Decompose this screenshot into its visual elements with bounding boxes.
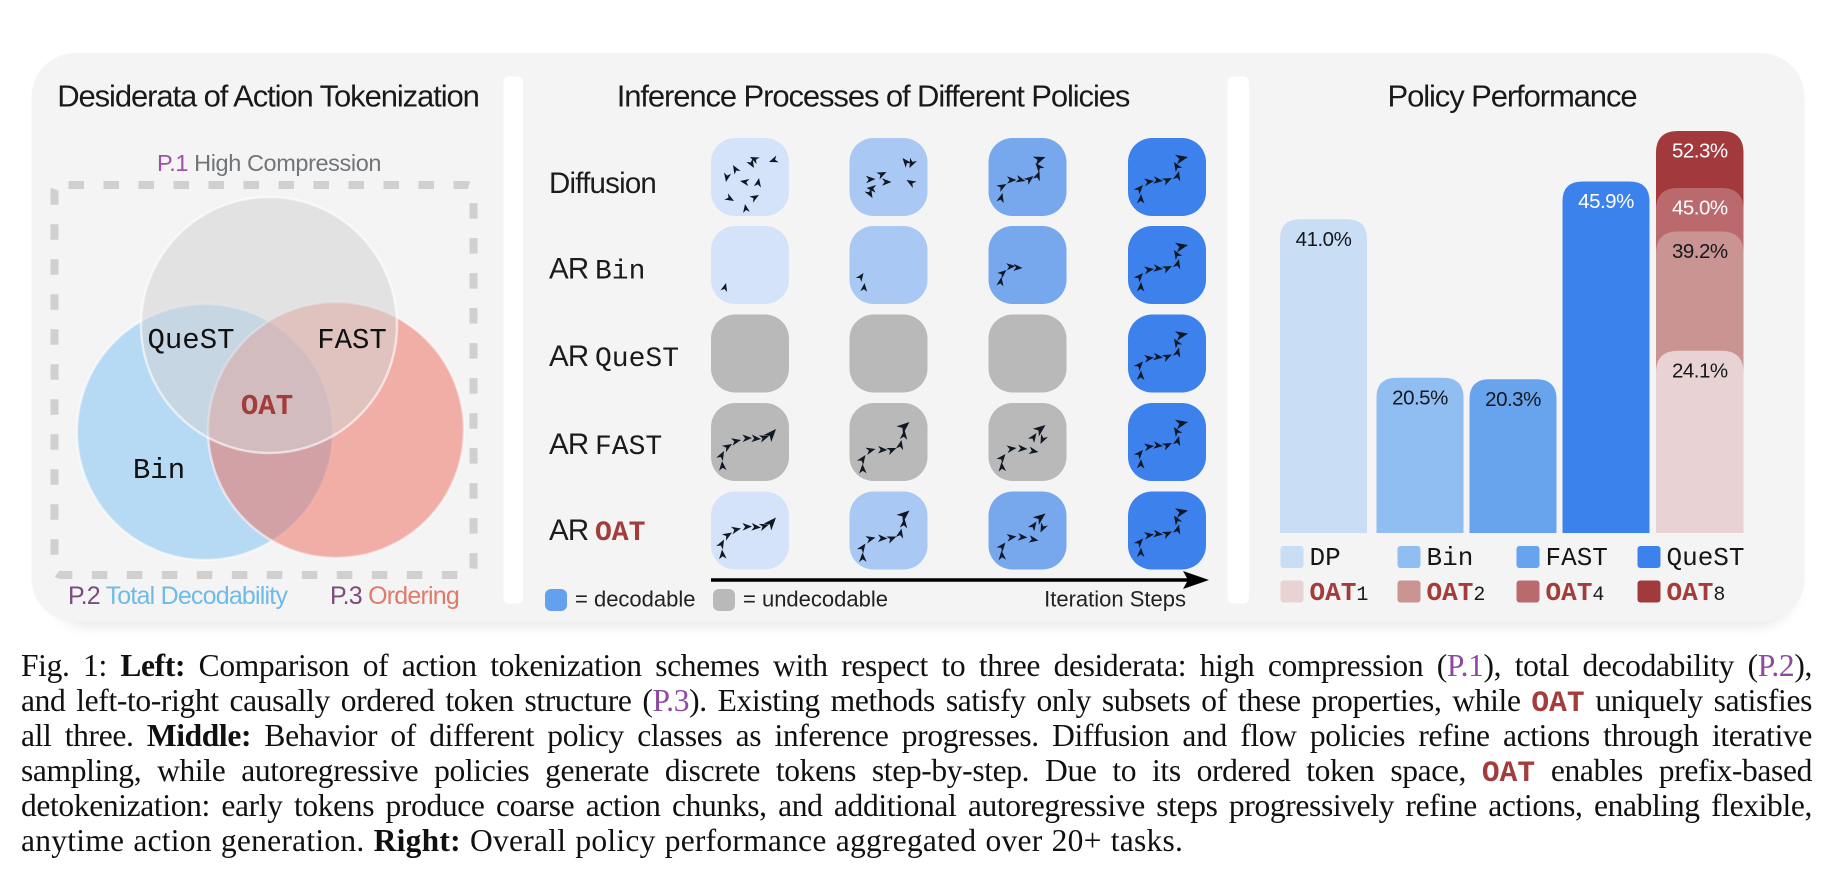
svg-text:52.3%: 52.3% [1672, 140, 1728, 163]
svg-text:Policy Performance: Policy Performance [1388, 79, 1637, 114]
svg-text:FAST: FAST [317, 324, 387, 357]
svg-text:Inference Processes of Differe: Inference Processes of Different Policie… [617, 79, 1130, 114]
svg-text:AR: AR [549, 514, 588, 547]
svg-text:Bin: Bin [133, 454, 185, 487]
svg-text:DP: DP [1310, 543, 1341, 573]
svg-text:AR: AR [549, 253, 588, 286]
svg-text:AR: AR [549, 340, 588, 373]
svg-text:Desiderata of Action Tokenizat: Desiderata of Action Tokenization [57, 79, 479, 114]
svg-text:= decodable: = decodable [575, 587, 696, 612]
svg-text:Iteration Steps: Iteration Steps [1044, 587, 1186, 612]
svg-text:24.1%: 24.1% [1672, 359, 1728, 382]
svg-text:P.3 Ordering: P.3 Ordering [330, 582, 459, 610]
svg-text:Bin: Bin [1427, 543, 1474, 573]
svg-text:45.9%: 45.9% [1578, 190, 1634, 213]
svg-text:FAST: FAST [1546, 543, 1608, 573]
svg-text:45.0%: 45.0% [1672, 197, 1728, 220]
svg-text:FAST: FAST [595, 432, 662, 463]
svg-text:OAT2: OAT2 [1427, 578, 1486, 608]
svg-text:OAT: OAT [241, 390, 293, 423]
svg-text:QueST: QueST [1667, 543, 1745, 573]
svg-text:= undecodable: = undecodable [743, 587, 888, 612]
svg-text:OAT: OAT [595, 518, 645, 549]
svg-text:Diffusion: Diffusion [549, 167, 656, 200]
svg-text:41.0%: 41.0% [1296, 228, 1352, 251]
svg-text:Bin: Bin [595, 257, 645, 288]
svg-text:39.2%: 39.2% [1672, 240, 1728, 263]
svg-text:P.2 Total Decodability: P.2 Total Decodability [68, 582, 288, 610]
svg-text:QueST: QueST [147, 324, 234, 357]
svg-text:20.5%: 20.5% [1392, 386, 1448, 409]
svg-text:P.1 High Compression: P.1 High Compression [157, 150, 381, 176]
svg-text:AR: AR [549, 428, 588, 461]
svg-text:QueST: QueST [595, 344, 679, 375]
svg-text:20.3%: 20.3% [1485, 388, 1541, 411]
